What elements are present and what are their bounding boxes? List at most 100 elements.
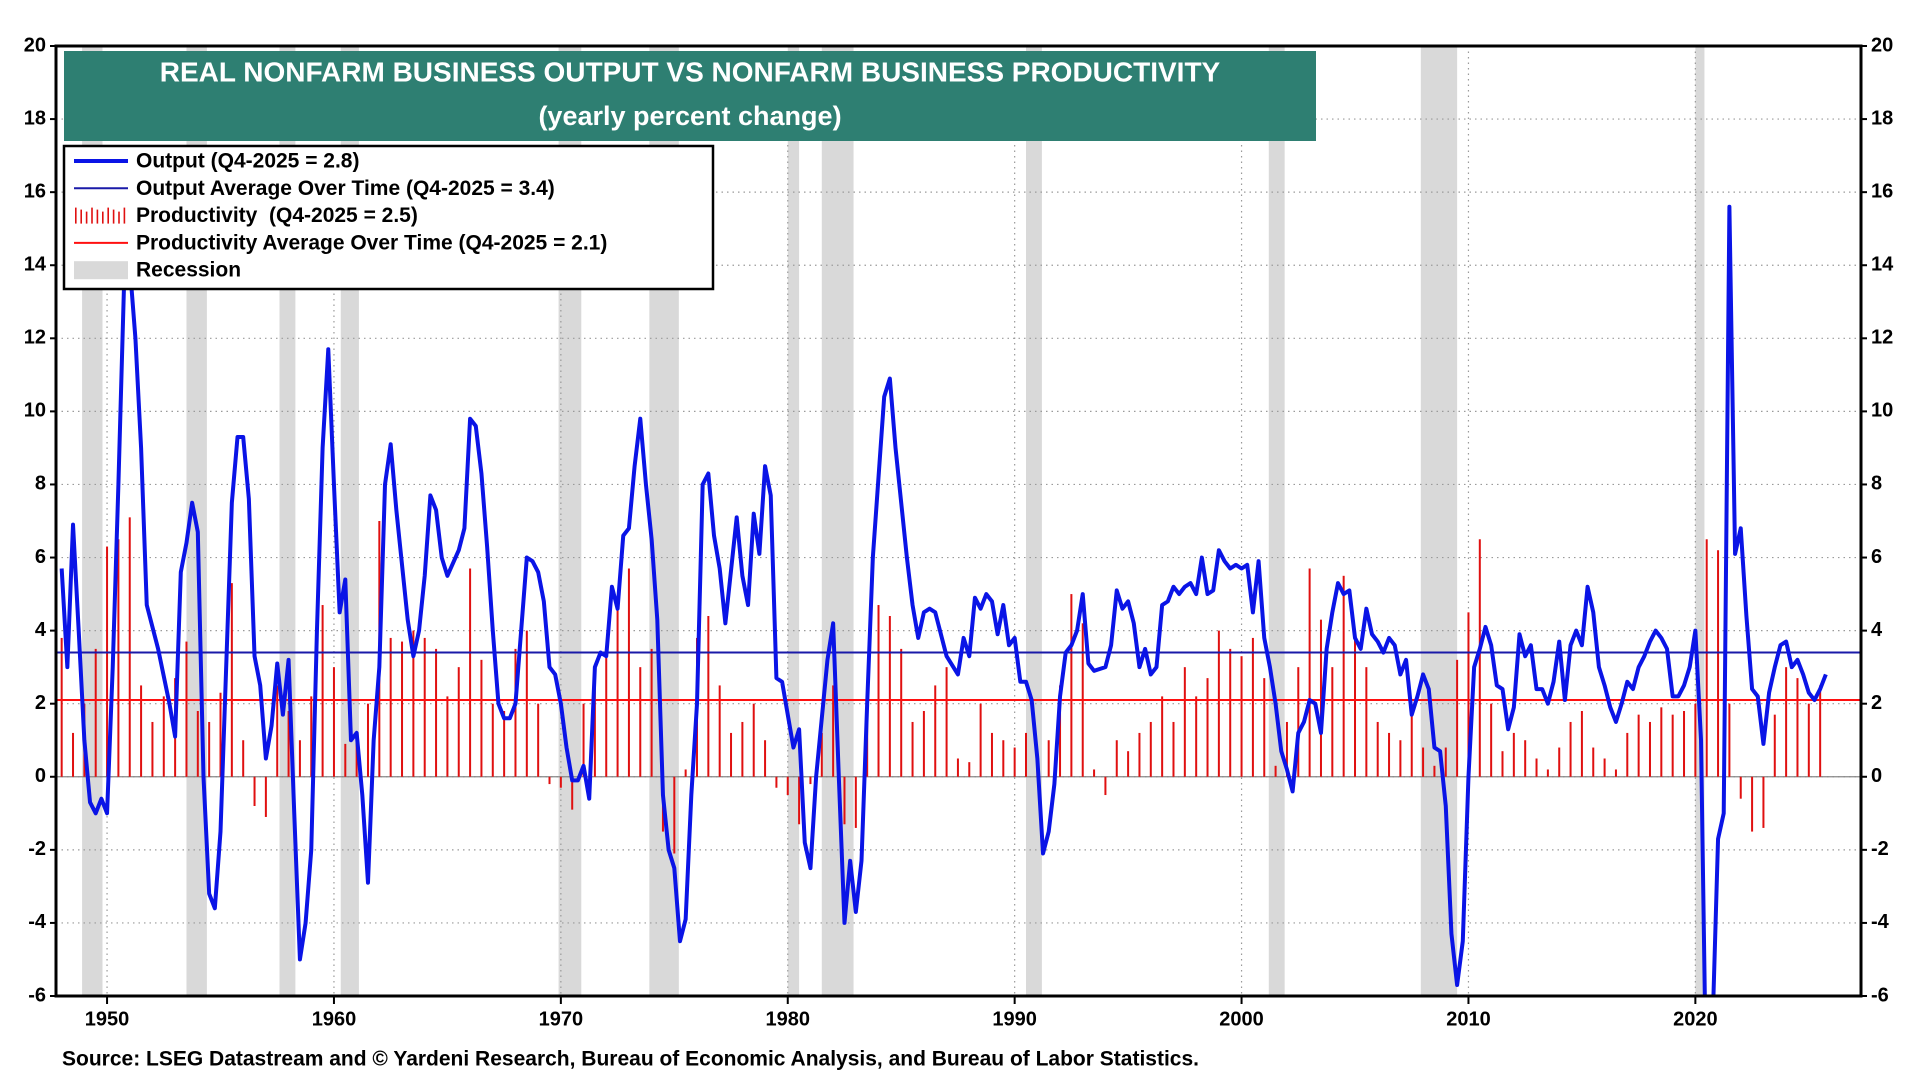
productivity-bar xyxy=(945,667,948,777)
productivity-bar xyxy=(1331,667,1334,777)
productivity-bar xyxy=(832,685,835,777)
productivity-bar xyxy=(1047,740,1050,777)
recession-band xyxy=(1026,46,1042,996)
productivity-bar xyxy=(276,685,279,777)
y2-tick-label: -4 xyxy=(1871,911,1890,933)
productivity-bar xyxy=(673,776,676,854)
y2-tick-label: 10 xyxy=(1871,400,1893,422)
productivity-bar xyxy=(366,703,369,777)
productivity-bar xyxy=(1739,776,1742,799)
productivity-bar xyxy=(94,648,97,777)
productivity-bar xyxy=(1025,732,1028,777)
productivity-bar xyxy=(480,659,483,777)
y-tick-label: 18 xyxy=(24,107,46,129)
y2-tick-label: 4 xyxy=(1871,619,1883,641)
productivity-bar xyxy=(1240,656,1243,777)
productivity-bar xyxy=(1580,711,1583,777)
x-tick-label: 2010 xyxy=(1446,1008,1491,1030)
productivity-bar xyxy=(650,648,653,777)
productivity-bar xyxy=(1104,776,1107,796)
productivity-bar xyxy=(968,762,971,777)
productivity-bar xyxy=(1456,659,1459,777)
productivity-bar xyxy=(1773,714,1776,777)
productivity-bar xyxy=(707,616,710,777)
productivity-bar xyxy=(1093,769,1096,777)
productivity-bar xyxy=(1671,714,1674,777)
productivity-bar xyxy=(503,711,506,777)
productivity-bar xyxy=(1206,678,1209,777)
productivity-bar xyxy=(106,546,109,777)
productivity-bar xyxy=(843,776,846,825)
legend-swatch xyxy=(112,209,115,224)
legend-label: Output (Q4-2025 = 2.8) xyxy=(136,150,359,173)
productivity-bar xyxy=(1388,732,1391,777)
productivity-bar xyxy=(1127,751,1130,777)
productivity-bar xyxy=(1422,747,1425,777)
productivity-bar xyxy=(537,703,540,777)
source-note: Source: LSEG Datastream and © Yardeni Re… xyxy=(62,1048,1199,1071)
productivity-bar xyxy=(287,711,290,777)
productivity-bar xyxy=(979,703,982,777)
y2-tick-label: -6 xyxy=(1871,984,1889,1006)
legend-label: Recession xyxy=(136,259,241,282)
legend-swatch xyxy=(96,209,99,224)
productivity-bar xyxy=(1603,758,1606,777)
productivity-bar xyxy=(877,605,880,777)
y-tick-label: 4 xyxy=(35,619,47,641)
legend-swatch xyxy=(74,261,128,280)
productivity-bar xyxy=(559,776,562,788)
legend-swatch xyxy=(123,207,126,224)
productivity-bar xyxy=(730,732,733,777)
productivity-bar xyxy=(1297,667,1300,777)
productivity-bar xyxy=(956,758,959,777)
productivity-bar xyxy=(1319,619,1322,777)
recession-band xyxy=(1268,46,1285,996)
productivity-bar xyxy=(1161,696,1164,777)
productivity-bar xyxy=(60,637,63,777)
y2-tick-label: 0 xyxy=(1871,765,1882,787)
productivity-bar xyxy=(423,637,426,777)
x-tick-label: 2020 xyxy=(1673,1008,1718,1030)
y-tick-label: 2 xyxy=(35,692,46,714)
productivity-bar xyxy=(117,539,120,777)
productivity-bar xyxy=(1251,637,1254,777)
recession-band xyxy=(1420,46,1458,996)
productivity-bar xyxy=(1138,732,1141,777)
productivity-bar xyxy=(627,568,630,777)
productivity-bar xyxy=(1002,740,1005,777)
productivity-bar xyxy=(435,648,438,777)
productivity-bar xyxy=(412,630,415,777)
productivity-bar xyxy=(525,630,528,777)
productivity-bar xyxy=(764,740,767,777)
y-tick-label: 20 xyxy=(24,34,46,56)
title-box xyxy=(64,51,1316,141)
productivity-bar xyxy=(1478,539,1481,777)
plot-frame xyxy=(54,44,1863,998)
y-tick-label: 12 xyxy=(24,327,46,349)
productivity-bar xyxy=(1013,747,1016,777)
productivity-bar xyxy=(934,685,937,777)
productivity-bar xyxy=(491,703,494,777)
productivity-bar xyxy=(298,740,301,777)
productivity-bar xyxy=(1229,648,1232,777)
productivity-bar xyxy=(310,696,313,777)
y-tick-label: -6 xyxy=(28,984,46,1006)
legend-swatch xyxy=(102,211,104,224)
y2-tick-label: 20 xyxy=(1871,34,1893,56)
productivity-bar xyxy=(389,637,392,777)
productivity-bar xyxy=(469,568,472,777)
productivity-bar xyxy=(1796,678,1799,777)
legend-swatch xyxy=(85,211,88,224)
productivity-bar xyxy=(1444,747,1447,777)
x-tick-label: 1950 xyxy=(85,1008,130,1030)
productivity-bar xyxy=(401,641,404,777)
y-tick-label: 14 xyxy=(24,254,47,276)
legend-label: Output Average Over Time (Q4-2025 = 3.4) xyxy=(136,177,555,200)
productivity-bar xyxy=(1614,769,1617,777)
y2-tick-label: 2 xyxy=(1871,692,1882,714)
productivity-bar xyxy=(264,776,267,817)
productivity-bar xyxy=(140,685,143,777)
x-tick-label: 1970 xyxy=(539,1008,584,1030)
productivity-bar xyxy=(196,711,199,777)
